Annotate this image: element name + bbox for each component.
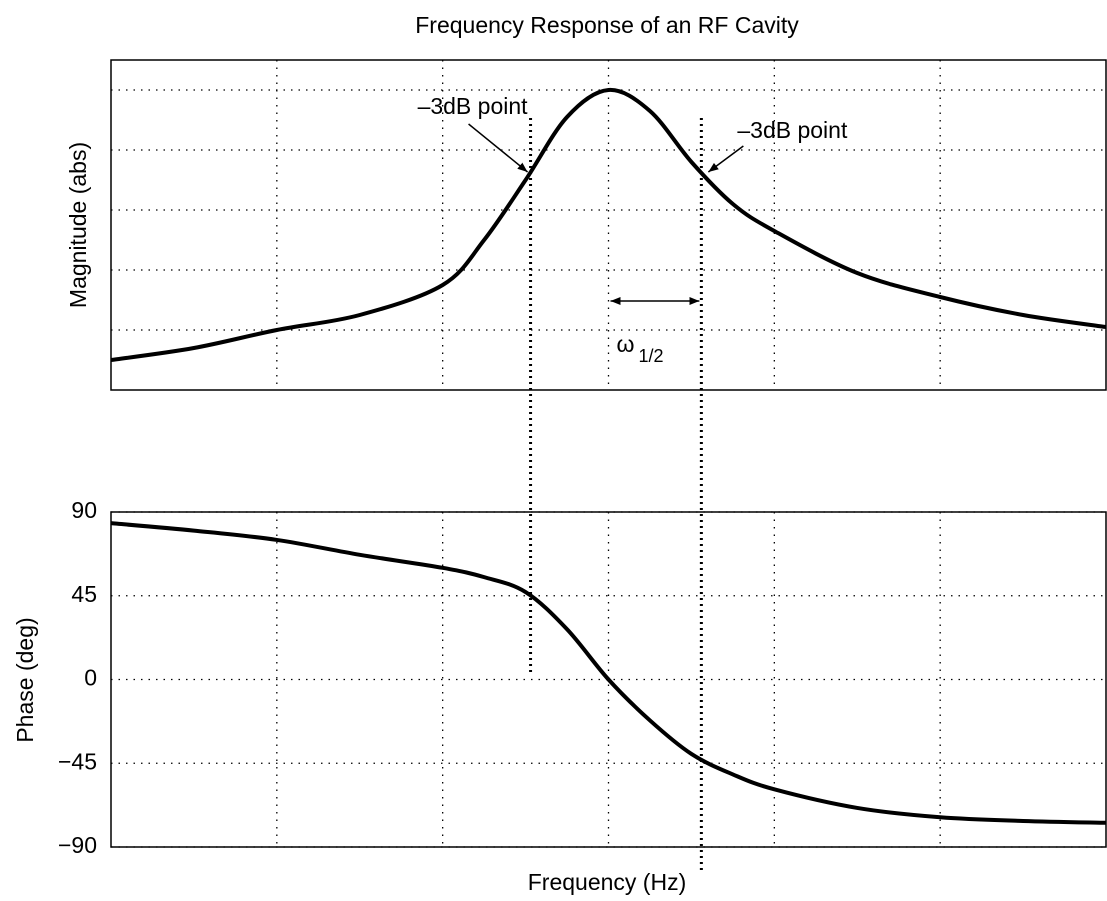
width-label-subscript: 1/2 (639, 346, 664, 366)
annotation: –3dB point (737, 117, 848, 143)
plot-frame (110, 59, 1107, 391)
annotation-arrow (707, 145, 744, 173)
y-axis-label: Phase (deg) (12, 617, 38, 742)
line-series (110, 521, 1107, 825)
y-tick-label: 0 (84, 665, 97, 691)
chart-title: Frequency Response of an RF Cavity (415, 12, 799, 38)
y-tick-label: −90 (58, 832, 97, 858)
y-axis-label: Magnitude (abs) (65, 142, 91, 308)
y-tick-label: 45 (71, 581, 97, 607)
y-tick-label: −45 (58, 748, 97, 774)
y-tick-label: 90 (71, 497, 97, 523)
annotation-arrow (468, 123, 529, 173)
plot-frame (110, 511, 1107, 848)
line-series (110, 87, 1107, 362)
width-label: ω (617, 331, 635, 357)
x-axis-label: Frequency (Hz) (528, 869, 686, 895)
annotation: –3dB point (418, 93, 529, 119)
